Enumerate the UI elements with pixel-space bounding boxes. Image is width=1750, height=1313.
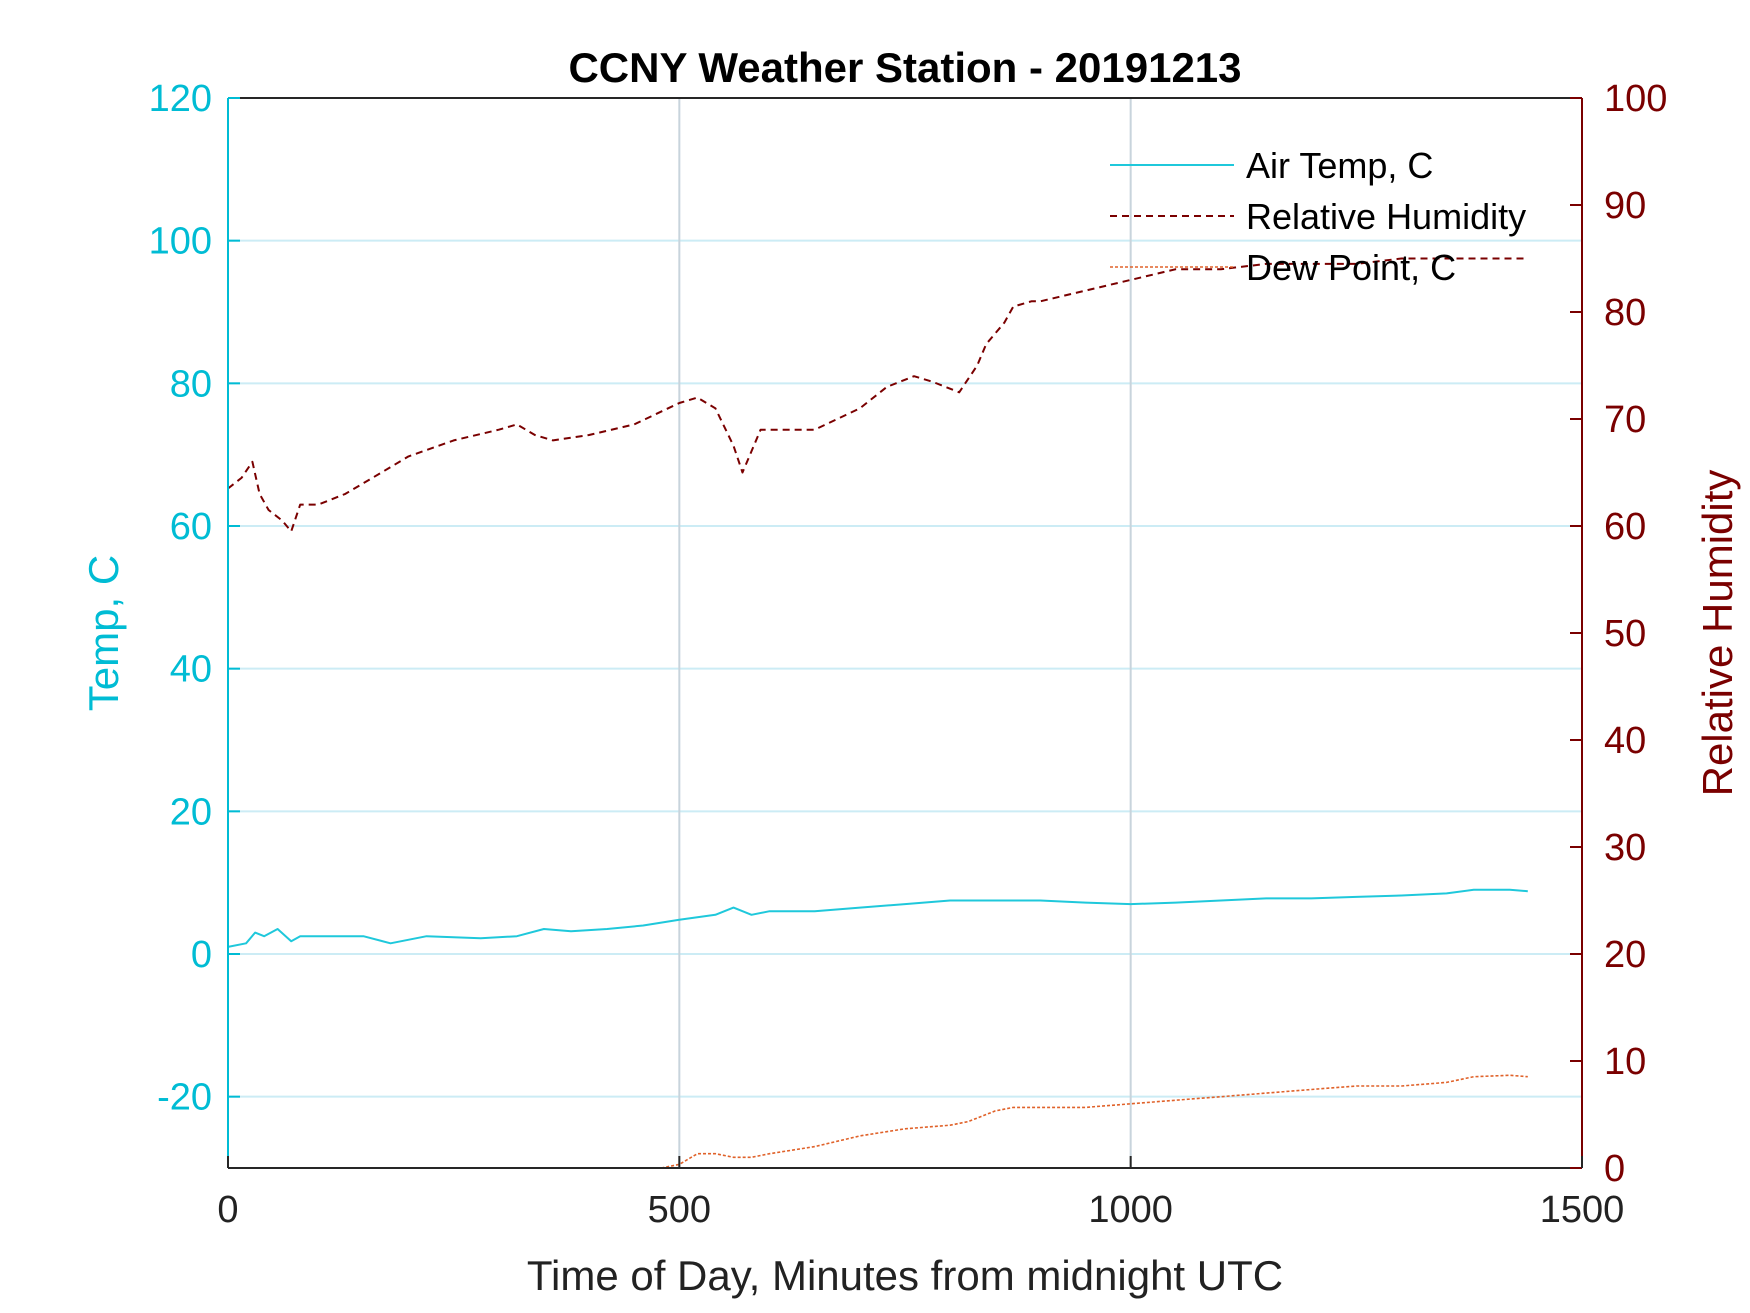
- y-left-tick-label: 40: [170, 649, 212, 691]
- x-tick-label: 0: [217, 1189, 238, 1231]
- y-right-tick-label: 30: [1604, 827, 1646, 869]
- legend-label-3: Dew Point, C: [1246, 247, 1456, 288]
- y-right-tick-label: 90: [1604, 185, 1646, 227]
- axes: -20 0 20 40 60 80 100 120 0 10 20 30 40 50 60 70 80 90 100…: [149, 78, 1668, 1231]
- y-left-tick-label: 0: [191, 934, 212, 976]
- y-right-tick-label: 100: [1604, 78, 1667, 120]
- x-tick-label: 1500: [1540, 1189, 1625, 1231]
- series-line-3: [661, 1074, 1528, 1169]
- y-axis-left-label: Temp, C: [80, 555, 127, 711]
- series-layer: [227, 257, 1528, 1169]
- y-left-tick-label: 20: [170, 791, 212, 833]
- legend-label-1: Air Temp, C: [1246, 145, 1433, 186]
- series-line-1: [227, 888, 1528, 948]
- legend: Air Temp, C Relative Humidity Dew Point, C: [1110, 145, 1526, 288]
- y-left-tick-label: 100: [149, 221, 212, 263]
- y-right-tick-label: 10: [1604, 1041, 1646, 1083]
- x-tick-label: 500: [648, 1189, 711, 1231]
- y-right-tick-label: 70: [1604, 399, 1646, 441]
- y-left-tick-label: -20: [157, 1077, 212, 1119]
- series-line-2: [227, 257, 1528, 533]
- y-right-tick-label: 0: [1604, 1148, 1625, 1190]
- y-right-tick-label: 40: [1604, 720, 1646, 762]
- x-axis-label: Time of Day, Minutes from midnight UTC: [527, 1252, 1283, 1299]
- plot-area: [228, 98, 1582, 1168]
- y-right-tick-label: 20: [1604, 934, 1646, 976]
- x-tick-label: 1000: [1088, 1189, 1173, 1231]
- y-right-tick-label: 60: [1604, 506, 1646, 548]
- y-left-tick-label: 60: [170, 506, 212, 548]
- y-right-tick-label: 50: [1604, 613, 1646, 655]
- y-left-tick-label: 80: [170, 363, 212, 405]
- y-right-tick-label: 80: [1604, 292, 1646, 334]
- chart-title: CCNY Weather Station - 20191213: [568, 44, 1241, 91]
- y-left-tick-label: 120: [149, 78, 212, 120]
- legend-label-2: Relative Humidity: [1246, 196, 1526, 237]
- y-axis-right-label: Relative Humidity: [1694, 470, 1741, 797]
